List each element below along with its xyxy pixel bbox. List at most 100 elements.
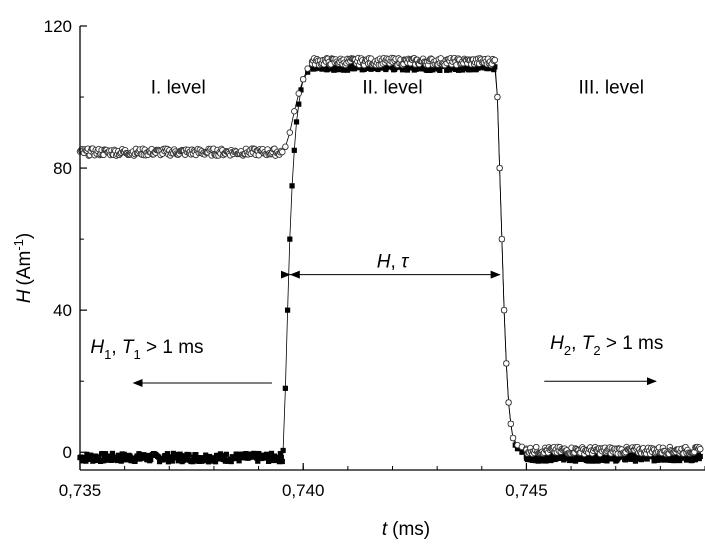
data-point [106, 453, 113, 459]
x-tick-label: 0,740 [282, 481, 325, 500]
data-point [651, 458, 657, 464]
data-point [295, 90, 303, 97]
data-point [304, 65, 311, 72]
data-point [100, 458, 107, 464]
data-point [121, 451, 127, 457]
data-point [212, 459, 219, 465]
data-point [279, 148, 286, 156]
data-point [406, 65, 412, 71]
data-point [256, 450, 262, 457]
data-point [186, 452, 192, 458]
data-point [669, 453, 675, 459]
data-point [255, 458, 261, 464]
data-point [141, 452, 147, 458]
data-point [82, 454, 88, 461]
data-point [424, 67, 430, 73]
x-tick-label: 0,745 [505, 481, 548, 500]
series-open-circle [76, 54, 704, 458]
data-point [175, 458, 181, 464]
data-point [291, 147, 297, 153]
data-point [578, 456, 585, 463]
data-point [500, 306, 508, 314]
data-point [634, 456, 641, 462]
y-axis-var: H [14, 289, 35, 303]
data-point [287, 236, 293, 242]
plot-area [76, 54, 704, 465]
y-axis-close: ) [14, 233, 35, 239]
data-point [127, 453, 133, 459]
data-point [282, 143, 289, 151]
level-label: I. level [151, 77, 206, 98]
data-point [491, 67, 497, 73]
x-axis-unit: (ms) [392, 519, 430, 540]
data-point [509, 434, 517, 442]
data-point [284, 307, 291, 313]
level-label: II. level [362, 77, 422, 98]
data-point [209, 458, 216, 464]
data-point [177, 451, 183, 457]
data-point [291, 107, 298, 115]
data-point [496, 164, 503, 172]
data-point [524, 456, 531, 463]
data-point [298, 87, 304, 93]
data-point [361, 66, 367, 73]
data-point [585, 458, 591, 464]
tick-labels: 0,735 0,740 0,745 0 40 80 120 [44, 17, 548, 500]
data-point [216, 456, 223, 462]
data-point [644, 456, 650, 462]
x-tick-label: 0,735 [59, 481, 102, 500]
data-point [332, 67, 338, 73]
y-tick-label: 80 [53, 159, 72, 178]
data-point [492, 64, 498, 70]
data-point [557, 452, 563, 458]
data-point [98, 458, 104, 465]
data-point [503, 360, 510, 367]
data-point [507, 420, 515, 428]
data-point [174, 455, 180, 461]
data-point [692, 457, 698, 463]
data-point [148, 456, 154, 463]
data-point [697, 453, 703, 460]
data-point [437, 67, 443, 73]
data-point [519, 449, 525, 455]
data-point [115, 452, 121, 458]
data-point [286, 129, 294, 136]
h1-t1-label: H1, T1 > 1 ms [90, 337, 203, 362]
data-point [498, 235, 506, 243]
data-point [419, 66, 425, 72]
data-point [452, 66, 459, 72]
data-point [548, 457, 554, 464]
data-point [279, 458, 285, 465]
y-axis-unit: (Am [14, 251, 35, 286]
data-point [574, 454, 581, 460]
axes [79, 25, 705, 471]
data-point [265, 458, 272, 464]
x-axis-label: t (ms) [382, 519, 430, 540]
data-point [299, 76, 307, 83]
data-point [94, 457, 100, 464]
data-point [683, 457, 690, 463]
data-point [223, 451, 229, 457]
data-point [271, 453, 278, 459]
data-point [514, 446, 521, 452]
data-point [102, 451, 109, 457]
data-point [254, 455, 260, 461]
data-point [276, 459, 282, 465]
data-point [259, 455, 265, 462]
data-point [211, 455, 218, 461]
data-point [109, 450, 116, 457]
data-point [190, 459, 196, 465]
data-point [78, 454, 84, 460]
data-point [375, 66, 381, 73]
data-point [168, 455, 174, 461]
data-point [165, 459, 171, 465]
data-point [268, 450, 275, 456]
data-point [253, 452, 259, 458]
data-point [132, 458, 138, 465]
data-point [96, 455, 102, 461]
data-point [233, 451, 239, 457]
y-tick-label: 40 [53, 301, 72, 320]
data-point [277, 451, 283, 457]
data-point [341, 66, 348, 73]
